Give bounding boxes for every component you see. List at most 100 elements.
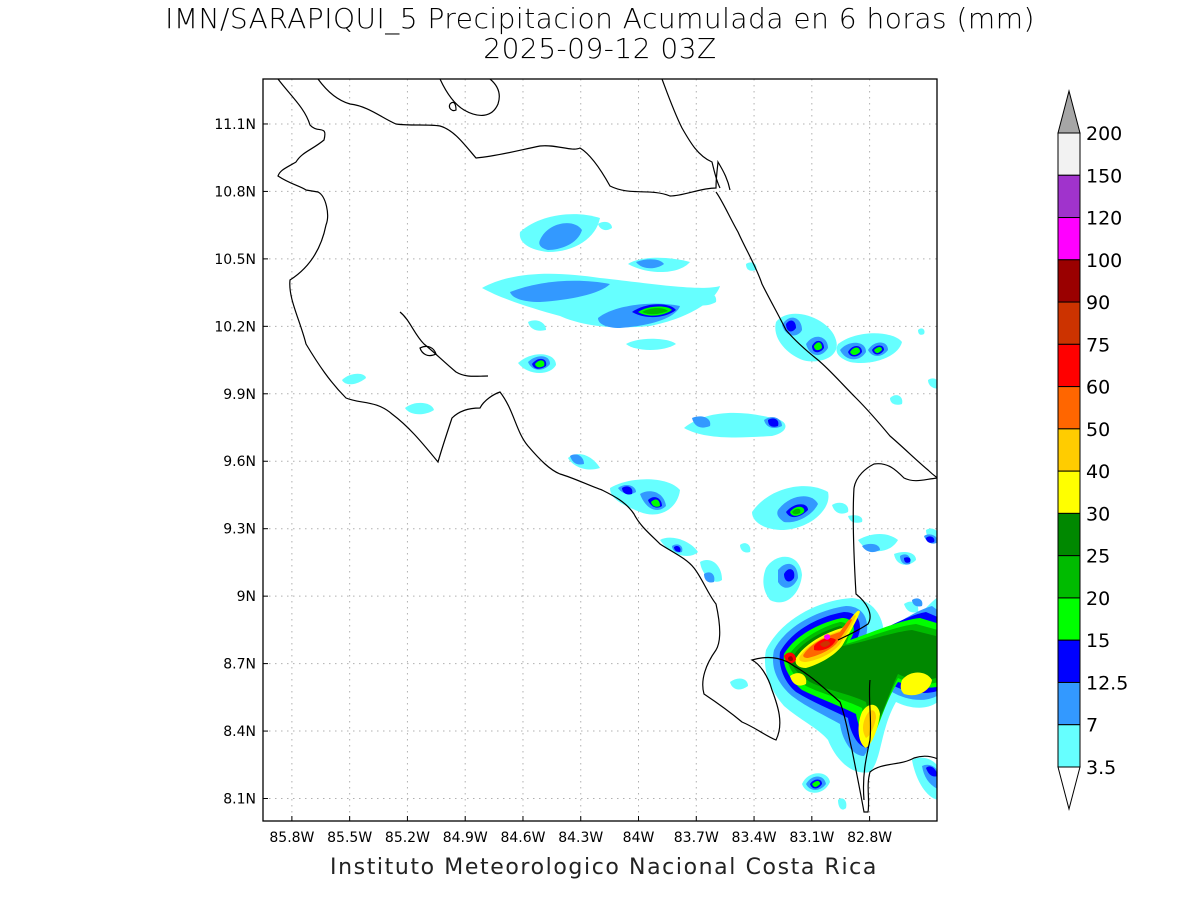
lat-tick-label: 10.8N	[214, 184, 256, 200]
colorbar-level-label: 25	[1086, 546, 1110, 568]
lon-tick-label: 84.9W	[443, 830, 488, 846]
lon-tick-label: 85.2W	[385, 830, 430, 846]
rain-area	[510, 280, 610, 302]
rain-area	[784, 569, 795, 582]
rain-area	[874, 347, 882, 353]
lon-tick-label: 83.1W	[789, 830, 834, 846]
colorbar-level-label: 15	[1086, 630, 1110, 652]
precipitation-field	[342, 214, 937, 810]
rain-area	[684, 412, 786, 438]
coastline	[448, 101, 457, 112]
rain-area	[812, 781, 820, 787]
rain-area	[926, 766, 937, 777]
colorbar-level-label: 75	[1086, 334, 1110, 356]
lon-tick-label: 85.8W	[269, 830, 314, 846]
lon-tick-label: 84W	[623, 830, 655, 846]
rain-area	[788, 656, 793, 662]
lat-tick-label: 9.6N	[223, 454, 256, 470]
rain-area	[824, 634, 831, 640]
map-gridlines	[263, 79, 937, 821]
rain-area	[848, 515, 863, 523]
colorbar-level-label: 12.5	[1086, 672, 1128, 694]
footer-credit: Instituto Meteorologico Nacional Costa R…	[330, 855, 878, 880]
colorbar-level-label: 50	[1086, 419, 1110, 441]
rain-area	[832, 502, 849, 514]
lat-tick-label: 9N	[237, 589, 256, 605]
coastline	[317, 79, 731, 197]
colorbar-segment	[1057, 555, 1081, 599]
latitude-axis: 11.1N 10.8N 10.5N 10.2N 9.9N 9.6N 9.3N 9N 8.7N 8.…	[214, 117, 268, 808]
coastline	[661, 79, 721, 189]
colorbar-segment	[1057, 724, 1081, 768]
coastline	[439, 79, 500, 116]
colorbar-segment	[1057, 428, 1081, 472]
colorbar-segment	[1057, 681, 1081, 726]
rain-area	[904, 557, 911, 563]
lat-tick-label: 8.4N	[223, 724, 256, 740]
rain-area	[626, 338, 676, 350]
colorbar-level-label: 7	[1086, 715, 1098, 737]
rain-area	[926, 536, 935, 543]
rain-area	[704, 572, 715, 583]
colorbar-segment	[1057, 639, 1081, 683]
rain-area	[730, 678, 748, 690]
colorbar-segment	[1057, 470, 1081, 514]
rain-area	[928, 378, 937, 389]
rain-area	[636, 259, 664, 269]
rain-area	[692, 416, 711, 428]
rain-area	[405, 402, 434, 415]
coastline	[277, 79, 937, 813]
lon-tick-label: 85.5W	[327, 830, 372, 846]
rain-area	[539, 223, 582, 250]
colorbar-level-label: 20	[1086, 588, 1110, 610]
map-datetime: 2025-09-12 03Z	[483, 32, 717, 65]
coastline	[837, 487, 871, 641]
rain-area	[912, 598, 923, 607]
colorbar-level-label: 60	[1086, 377, 1110, 399]
rain-area	[700, 560, 722, 582]
rain-area	[838, 798, 847, 810]
coastline	[862, 679, 872, 801]
map-title: IMN/SARAPIQUI_5 Precipitacion Acumulada …	[165, 2, 1035, 35]
rain-area	[570, 454, 584, 465]
rain-area	[768, 418, 779, 427]
rain-area	[918, 328, 925, 335]
rain-area	[342, 373, 366, 385]
colorbar-segment	[1057, 174, 1081, 219]
colorbar-level-label: 200	[1086, 123, 1122, 145]
colorbar-segment	[1057, 217, 1081, 261]
lat-tick-label: 9.3N	[223, 522, 256, 538]
colorbar-level-label: 90	[1086, 292, 1110, 314]
rain-area	[528, 320, 546, 331]
lat-tick-label: 8.7N	[223, 657, 256, 673]
colorbar-segment	[1057, 597, 1081, 641]
colorbar-level-label: 150	[1086, 165, 1122, 187]
lat-tick-label: 10.5N	[214, 252, 256, 268]
rain-area	[535, 360, 545, 368]
rain-area	[622, 486, 633, 495]
lat-tick-label: 11.1N	[214, 117, 256, 133]
rain-area	[790, 673, 807, 686]
colorbar-under-triangle	[1057, 766, 1081, 811]
coastlines	[277, 79, 937, 813]
colorbar-segment	[1057, 386, 1081, 430]
rain-area	[890, 395, 903, 405]
coastline	[853, 463, 937, 489]
rain-area	[786, 320, 796, 332]
lon-tick-label: 82.8W	[847, 830, 892, 846]
colorbar-segment	[1057, 343, 1081, 388]
map-frame	[262, 78, 938, 822]
rain-area	[674, 545, 681, 552]
rain-area	[598, 221, 612, 231]
lat-tick-label: 10.2N	[214, 319, 256, 335]
colorbar-level-label: 120	[1086, 208, 1122, 230]
lat-tick-label: 9.9N	[223, 387, 256, 403]
coastline	[715, 191, 937, 479]
colorbar-segment	[1057, 301, 1081, 345]
rain-area	[814, 342, 822, 351]
rain-area	[820, 641, 830, 647]
rain-area	[863, 710, 876, 738]
rain-area	[740, 543, 751, 553]
